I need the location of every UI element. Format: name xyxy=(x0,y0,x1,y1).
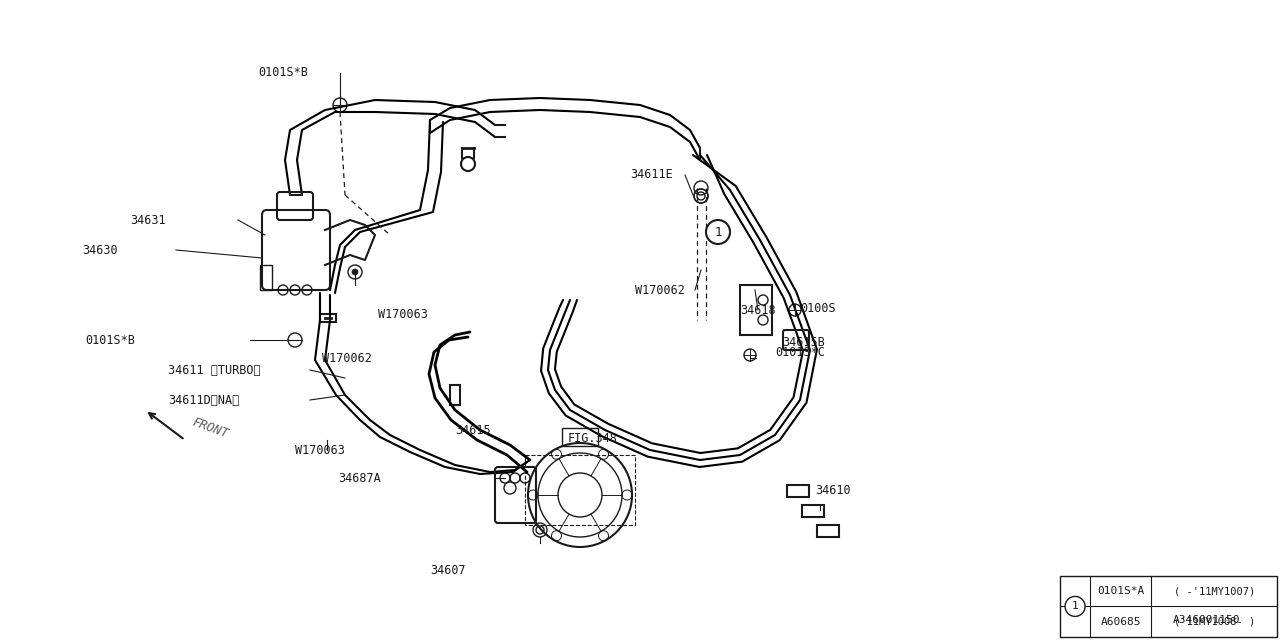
Bar xyxy=(260,265,273,290)
Text: 1: 1 xyxy=(1071,602,1079,611)
Text: 34631: 34631 xyxy=(131,214,165,227)
Text: 34615: 34615 xyxy=(454,424,490,436)
Text: A60685: A60685 xyxy=(1101,616,1140,627)
Text: 34611 〈TURBO〉: 34611 〈TURBO〉 xyxy=(168,364,261,376)
Bar xyxy=(451,385,460,405)
Text: 0101S*C: 0101S*C xyxy=(774,346,824,358)
Bar xyxy=(740,285,772,335)
Text: 0101S*B: 0101S*B xyxy=(84,333,134,346)
Bar xyxy=(525,455,635,525)
Text: W170063: W170063 xyxy=(378,308,428,321)
Text: 0100S: 0100S xyxy=(800,301,836,314)
Text: W170062: W170062 xyxy=(323,351,372,365)
Text: 34610: 34610 xyxy=(815,483,851,497)
Text: 34615B: 34615B xyxy=(782,335,824,349)
Text: ('11MY1008- ): ('11MY1008- ) xyxy=(1174,616,1254,627)
Text: W170062: W170062 xyxy=(635,284,685,296)
Text: 34611E: 34611E xyxy=(630,168,673,182)
Text: 34687A: 34687A xyxy=(338,472,380,484)
Text: 0101S*B: 0101S*B xyxy=(259,67,308,79)
Bar xyxy=(787,485,809,497)
Circle shape xyxy=(352,269,358,275)
Text: 34611D〈NA〉: 34611D〈NA〉 xyxy=(168,394,239,406)
Circle shape xyxy=(1065,596,1085,616)
Text: W170063: W170063 xyxy=(294,444,344,456)
Bar xyxy=(1060,576,1277,637)
Circle shape xyxy=(758,295,768,305)
Text: FIG.348: FIG.348 xyxy=(568,431,618,445)
Text: FRONT: FRONT xyxy=(189,416,229,441)
Bar xyxy=(817,525,838,537)
Text: 34630: 34630 xyxy=(82,243,118,257)
Bar xyxy=(803,505,824,517)
Text: 0101S*A: 0101S*A xyxy=(1097,586,1144,596)
Text: 1: 1 xyxy=(714,225,722,239)
Text: 34607: 34607 xyxy=(430,563,466,577)
Text: ( -'11MY1007): ( -'11MY1007) xyxy=(1174,586,1254,596)
Bar xyxy=(562,428,598,446)
Circle shape xyxy=(707,220,730,244)
Text: A346001150: A346001150 xyxy=(1172,615,1240,625)
Bar xyxy=(320,314,335,322)
Circle shape xyxy=(758,315,768,325)
Text: 34618: 34618 xyxy=(740,303,776,317)
